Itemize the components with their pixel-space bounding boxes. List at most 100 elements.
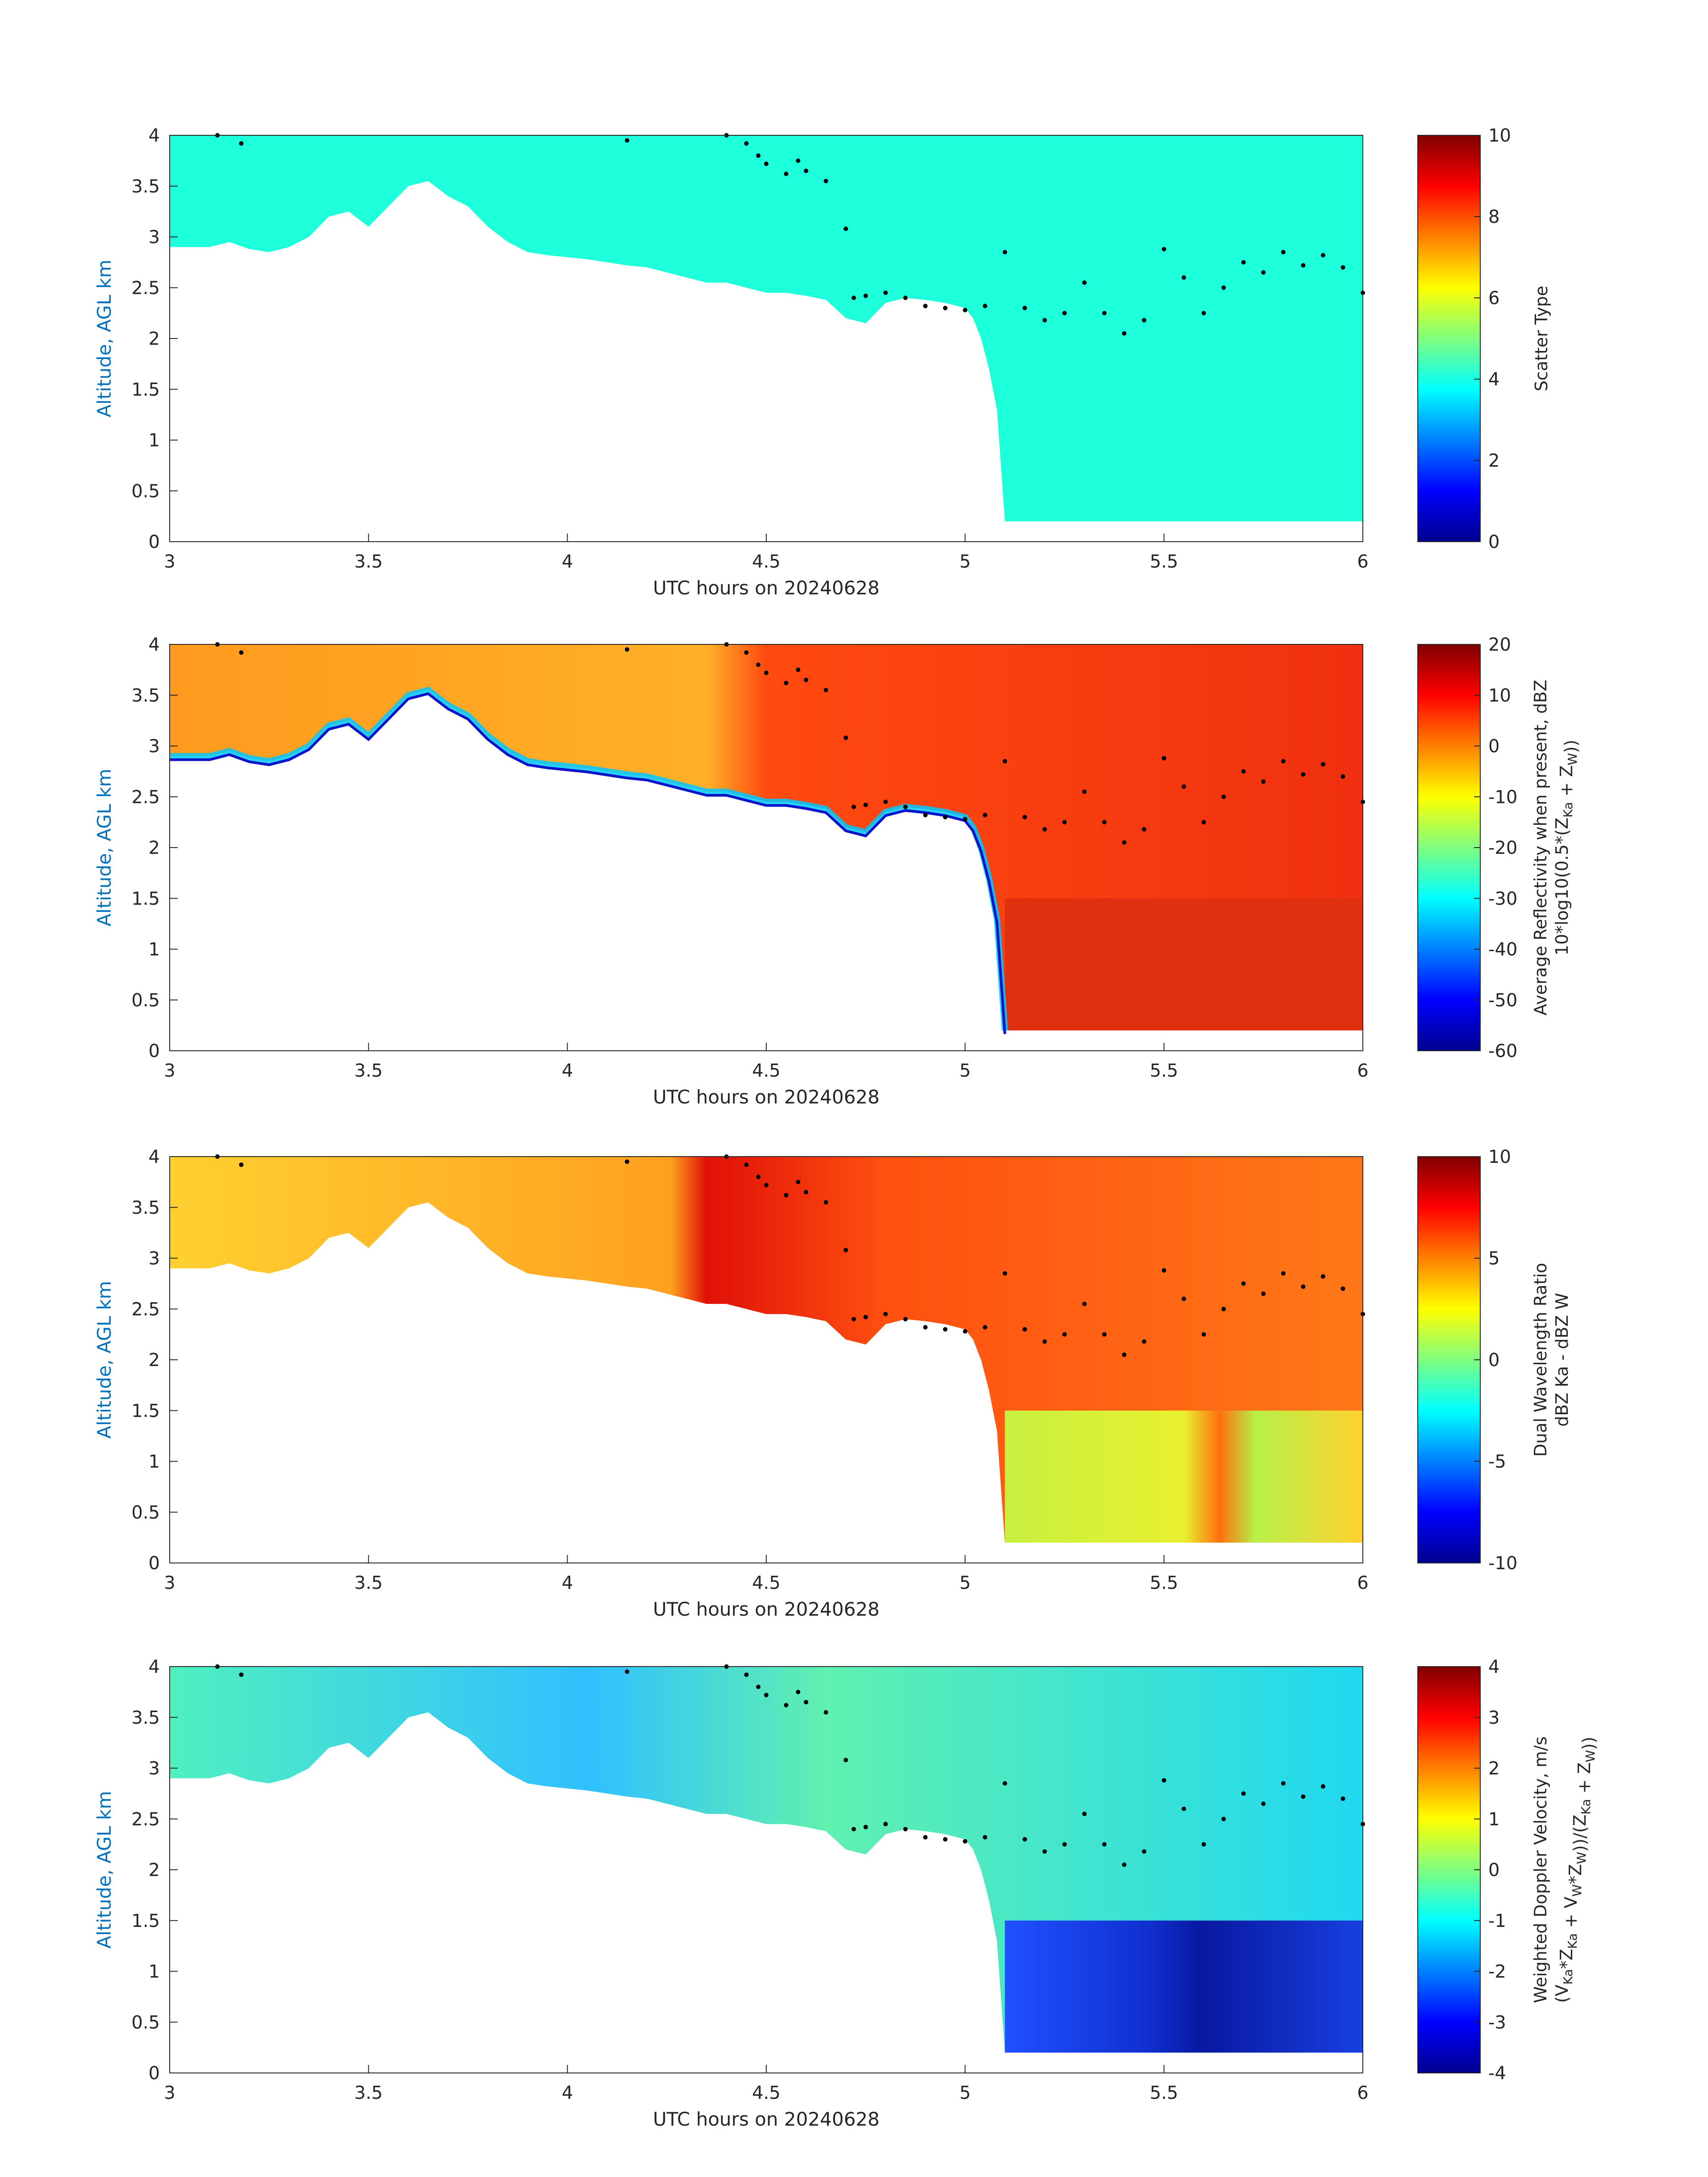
colorbar-tick-label: 0	[1488, 1350, 1499, 1371]
y-axis-label: Altitude, AGL km	[93, 259, 115, 417]
data-point	[625, 1669, 630, 1674]
y-tick-label: 1	[149, 430, 160, 451]
data-point	[982, 1325, 987, 1330]
colorbar-label: Average Reflectivity when present, dBZ	[1531, 680, 1550, 1015]
data-point	[796, 1179, 801, 1184]
colorbar-tick-label: -4	[1488, 2063, 1506, 2084]
y-tick-label: 0	[149, 1553, 160, 1574]
y-tick-label: 2	[149, 1860, 160, 1880]
x-tick-label: 4.5	[752, 2083, 781, 2103]
data-point	[1261, 1801, 1266, 1806]
y-tick-label: 1	[149, 940, 160, 960]
x-axis-label: UTC hours on 20240628	[653, 1086, 880, 1108]
data-point	[764, 1692, 768, 1697]
y-axis-label: Altitude, AGL km	[93, 1791, 115, 1948]
x-tick-label: 5	[960, 1573, 971, 1593]
colorbar-label: (VKa*ZKa + VW*ZW))/(ZKa + ZW))	[1552, 1737, 1599, 2003]
data-point	[982, 1835, 987, 1840]
data-point	[1062, 820, 1067, 825]
data-point	[883, 290, 888, 295]
data-point	[903, 296, 908, 300]
data-point	[1022, 1837, 1027, 1842]
data-point	[963, 308, 968, 313]
x-tick-label: 4	[562, 1061, 573, 1081]
data-point	[1122, 1862, 1127, 1867]
data-point	[1201, 1332, 1206, 1337]
y-tick-label: 2.5	[131, 278, 160, 298]
data-point	[1241, 260, 1246, 265]
data-point	[823, 1200, 828, 1205]
colorbar-tick-label: -10	[1488, 787, 1517, 807]
y-tick-label: 3.5	[131, 1198, 160, 1218]
echo-top-edge	[170, 686, 1008, 1031]
data-point	[756, 662, 761, 667]
colorbar-tick-label: 6	[1488, 288, 1499, 309]
colorbar-tick-label: -10	[1488, 1553, 1517, 1574]
colorbar-tick-label: -5	[1488, 1452, 1506, 1472]
colorbar-tick-label: 4	[1488, 1657, 1499, 1677]
data-point	[1221, 1817, 1226, 1822]
data-point	[1122, 1352, 1127, 1357]
data-point	[1002, 1781, 1007, 1786]
data-point	[1320, 762, 1325, 767]
y-tick-label: 1.5	[131, 380, 160, 400]
data-point	[1221, 285, 1226, 290]
x-tick-label: 5.5	[1150, 1061, 1178, 1081]
colorbar: -60 -50 -40 -30 -20 -10 0 10 20 Average Reflectiv…	[1417, 635, 1581, 1061]
data-point	[963, 1839, 968, 1844]
data-point	[1002, 250, 1007, 255]
data-point	[1221, 794, 1226, 799]
data-point	[784, 681, 789, 685]
y-tick-label: 2	[149, 1350, 160, 1371]
data-point	[1161, 1268, 1166, 1273]
colorbar-gradient	[1417, 135, 1481, 542]
data-point	[1182, 1806, 1186, 1811]
y-tick-label: 1.5	[131, 1401, 160, 1421]
x-tick-label: 5.5	[1150, 2083, 1178, 2103]
data-point	[863, 802, 868, 807]
colorbar-tick-label: 1	[1488, 1809, 1499, 1830]
y-tick-label: 2	[149, 329, 160, 349]
data-point	[1301, 772, 1306, 777]
data-point	[1341, 1286, 1345, 1291]
echo-region-lower	[1005, 1410, 1363, 1543]
data-point	[823, 179, 828, 184]
colorbar-tick-label: -30	[1488, 889, 1517, 909]
colorbar-gradient	[1417, 1666, 1481, 2073]
data-point	[1002, 1271, 1007, 1276]
data-point	[943, 1837, 948, 1842]
y-tick-label: 4	[149, 635, 160, 655]
y-tick-label: 0	[149, 2063, 160, 2084]
data-point	[744, 650, 749, 655]
data-point	[1002, 759, 1007, 764]
colorbar-tick-label: 20	[1488, 635, 1511, 655]
y-tick-label: 3.5	[131, 685, 160, 706]
data-point	[804, 1190, 809, 1195]
x-tick-label: 3	[164, 2083, 175, 2103]
colorbar-tick-label: 2	[1488, 1759, 1499, 1779]
data-point	[1261, 1291, 1266, 1296]
x-tick-label: 3.5	[355, 2083, 383, 2103]
data-point	[851, 1317, 856, 1321]
data-point	[1062, 1332, 1067, 1337]
y-tick-label: 2	[149, 838, 160, 858]
colorbar-tick-label: 4	[1488, 369, 1499, 390]
data-point	[239, 141, 244, 146]
y-tick-label: 3	[149, 227, 160, 248]
colorbar-label: Scatter Type	[1532, 286, 1551, 391]
colorbar-label: Dual Wavelength Ratio	[1531, 1263, 1550, 1457]
data-point	[1082, 1811, 1087, 1816]
y-tick-label: 2.5	[131, 1299, 160, 1320]
colorbar-tick-label: 3	[1488, 1708, 1499, 1728]
colorbar-tick-label: -20	[1488, 838, 1517, 858]
y-tick-label: 3.5	[131, 176, 160, 197]
colorbar-tick-label: 5	[1488, 1249, 1499, 1269]
x-tick-label: 3.5	[355, 1573, 383, 1593]
y-tick-label: 1	[149, 1962, 160, 1982]
x-tick-label: 4	[562, 2083, 573, 2103]
x-tick-label: 5	[960, 2083, 971, 2103]
data-point	[1341, 774, 1345, 779]
x-tick-label: 6	[1357, 1061, 1368, 1081]
data-point	[963, 1329, 968, 1334]
data-point	[1022, 815, 1027, 819]
